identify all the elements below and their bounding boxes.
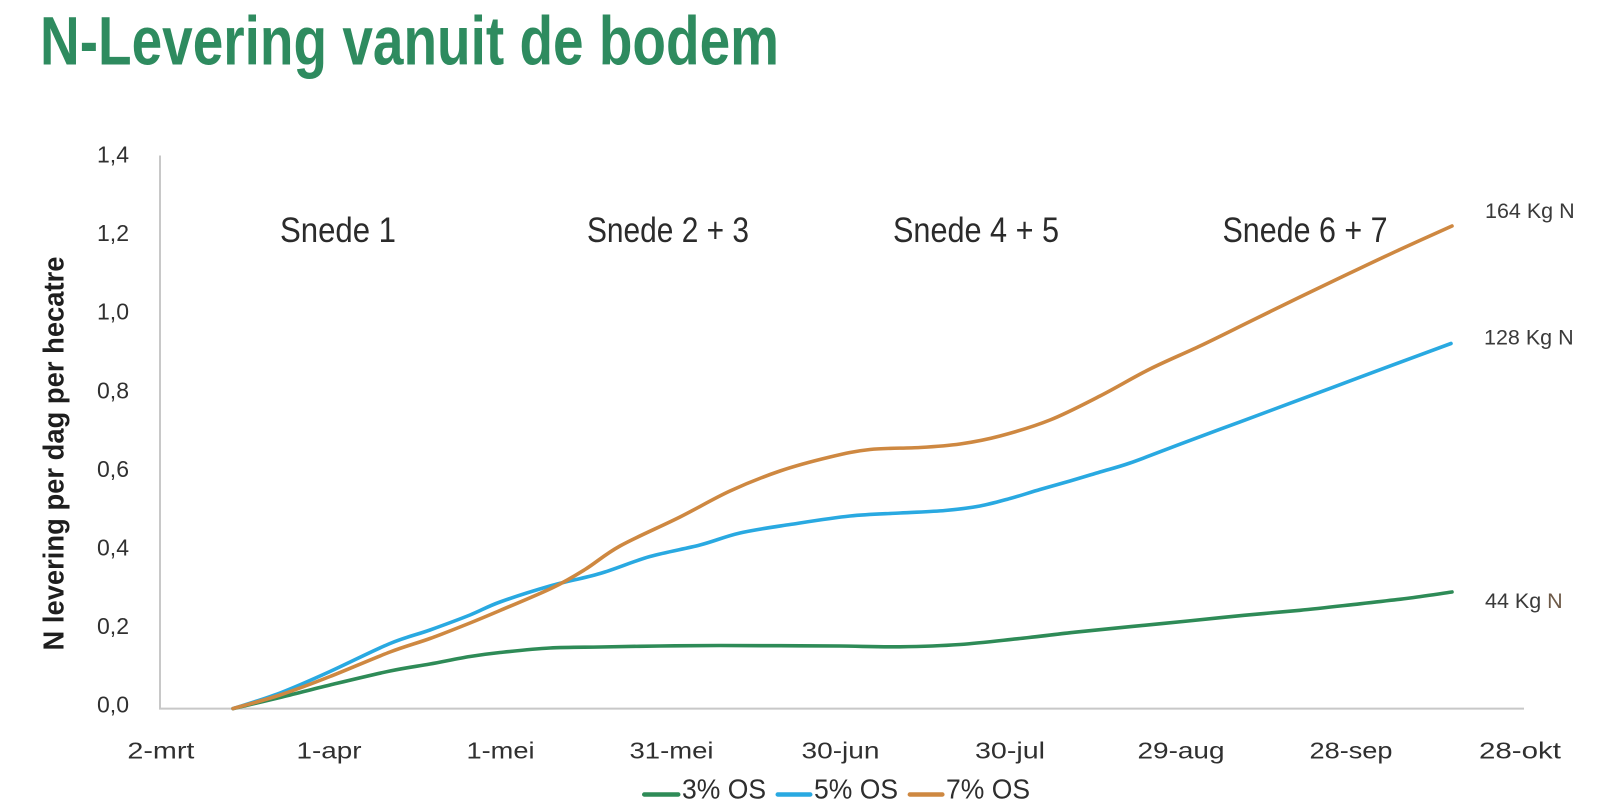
svg-text:0,4: 0,4: [97, 535, 129, 561]
svg-text:0,0: 0,0: [97, 692, 129, 718]
svg-text:Snede 4 + 5: Snede 4 + 5: [893, 211, 1059, 250]
svg-text:0,8: 0,8: [97, 377, 129, 403]
svg-text:Snede 6 + 7: Snede 6 + 7: [1223, 211, 1388, 250]
svg-text:128 Kg N: 128 Kg N: [1484, 326, 1574, 350]
svg-text:Snede 1: Snede 1: [280, 211, 396, 250]
svg-text:1,0: 1,0: [97, 299, 129, 325]
svg-text:31-mei: 31-mei: [630, 738, 714, 764]
svg-text:30-jul: 30-jul: [975, 738, 1045, 764]
svg-text:0,2: 0,2: [97, 613, 129, 639]
svg-text:5% OS: 5% OS: [814, 774, 898, 800]
svg-text:29-aug: 29-aug: [1138, 738, 1225, 764]
svg-text:0,6: 0,6: [97, 456, 129, 482]
svg-text:44 Kg N: 44 Kg N: [1485, 589, 1563, 613]
svg-text:N levering per dag per hecatre: N levering per dag per hecatre: [39, 257, 71, 651]
svg-text:164 Kg N: 164 Kg N: [1485, 199, 1575, 223]
svg-text:Snede 2 + 3: Snede 2 + 3: [587, 211, 749, 250]
svg-text:1-mei: 1-mei: [467, 738, 535, 764]
svg-text:7% OS: 7% OS: [946, 774, 1030, 800]
svg-text:1,2: 1,2: [97, 220, 129, 246]
svg-text:3% OS: 3% OS: [682, 774, 766, 800]
svg-text:28-okt: 28-okt: [1479, 738, 1562, 764]
svg-text:30-jun: 30-jun: [802, 738, 880, 764]
svg-text:2-mrt: 2-mrt: [127, 738, 195, 764]
svg-text:1,4: 1,4: [97, 142, 129, 168]
svg-text:1-apr: 1-apr: [297, 738, 362, 764]
svg-text:28-sep: 28-sep: [1310, 738, 1393, 764]
svg-text:N-Levering vanuit de bodem: N-Levering vanuit de bodem: [40, 3, 779, 80]
